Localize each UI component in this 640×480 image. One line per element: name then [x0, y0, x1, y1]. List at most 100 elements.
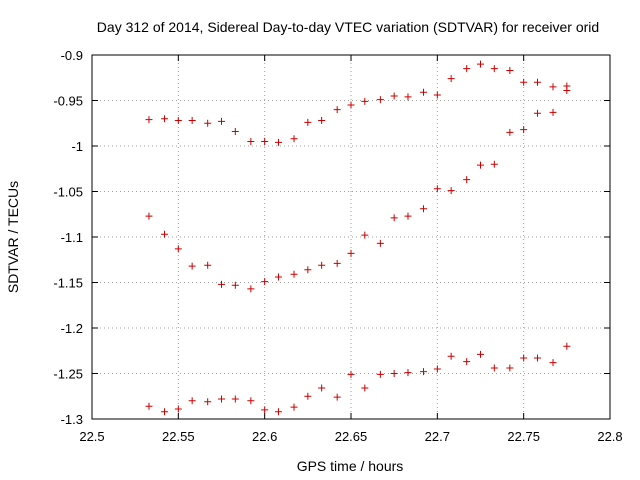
data-point-middle [549, 108, 557, 116]
data-point-middle [188, 262, 196, 270]
data-point-lower [161, 408, 169, 416]
data-point-upper [347, 101, 355, 109]
x-tick-label: 22.65 [335, 429, 368, 444]
chart-title: Day 312 of 2014, Sidereal Day-to-day VTE… [97, 19, 599, 35]
data-point-upper [145, 116, 153, 124]
data-point-lower [218, 395, 225, 403]
data-point-upper [188, 117, 196, 125]
data-point-upper [290, 135, 298, 143]
data-point-lower [376, 370, 384, 378]
data-point-lower [231, 395, 239, 403]
data-point-middle [420, 205, 428, 213]
data-point-middle [390, 214, 398, 222]
data-point-upper [318, 117, 326, 125]
data-point-upper [361, 97, 369, 105]
data-point-lower [477, 350, 484, 358]
data-points [145, 60, 571, 416]
x-axis: 22.5 22.55 22.6 22.65 22.7 22.75 22.8 [79, 55, 623, 444]
data-point-middle [361, 231, 369, 239]
data-point-upper [533, 78, 541, 86]
data-point-lower [404, 369, 412, 377]
data-point-lower [361, 384, 369, 392]
data-point-middle [376, 239, 384, 247]
data-point-lower [290, 403, 298, 411]
data-point-middle [274, 273, 282, 281]
data-point-upper [333, 106, 341, 114]
data-point-upper [304, 118, 312, 126]
data-point-lower [506, 364, 514, 372]
data-point-upper [218, 117, 225, 125]
data-point-lower [433, 365, 441, 373]
data-point-middle [404, 212, 412, 220]
data-point-middle [261, 278, 269, 286]
data-point-middle [290, 270, 298, 278]
data-point-upper [204, 119, 212, 127]
y-tick-label: -1.15 [53, 276, 83, 291]
data-point-middle [347, 249, 355, 257]
y-tick-label: -1.1 [61, 230, 83, 245]
data-point-upper [520, 78, 528, 86]
grid-lines [92, 55, 610, 419]
data-point-upper [247, 137, 255, 145]
data-point-upper [477, 60, 484, 68]
data-point-lower [304, 392, 312, 400]
data-point-upper [376, 96, 384, 104]
y-tick-label: -0.9 [61, 48, 83, 63]
x-tick-label: 22.7 [425, 429, 450, 444]
data-point-upper [231, 127, 239, 135]
y-axis-title: SDTVAR / TECUs [5, 181, 21, 293]
y-axis: -0.9 -0.95 -1 -1.05 -1.1 -1.15 -1.2 -1.25 -1.3 [53, 48, 610, 427]
data-point-middle [463, 176, 471, 184]
x-axis-title: GPS time / hours [297, 458, 404, 474]
data-point-upper [433, 91, 441, 99]
data-point-upper [404, 93, 412, 101]
data-point-middle [533, 109, 541, 117]
data-point-lower [533, 354, 541, 362]
data-point-lower [333, 393, 341, 401]
data-point-upper [463, 65, 471, 73]
data-point-middle [477, 161, 484, 169]
data-point-lower [390, 370, 398, 377]
data-point-upper [420, 88, 428, 96]
data-point-lower [563, 342, 571, 350]
data-point-lower [318, 384, 326, 392]
data-point-upper [161, 115, 169, 123]
data-point-lower [447, 352, 455, 360]
data-point-lower [174, 405, 182, 413]
data-point-lower [261, 406, 269, 414]
data-point-middle [247, 285, 255, 293]
x-tick-label: 22.55 [162, 429, 195, 444]
data-point-lower [520, 354, 528, 362]
data-point-upper [174, 117, 182, 125]
data-point-lower [420, 368, 428, 376]
data-point-middle [490, 160, 498, 168]
data-point-lower [274, 408, 282, 416]
data-point-middle [506, 128, 514, 136]
y-tick-label: -1.3 [61, 412, 83, 427]
data-point-upper [563, 86, 571, 94]
data-point-lower [490, 364, 498, 372]
data-point-middle [520, 126, 528, 134]
data-point-middle [161, 230, 169, 238]
data-point-lower [463, 358, 471, 366]
y-tick-label: -1.2 [61, 321, 83, 336]
data-point-upper [549, 83, 557, 91]
y-tick-label: -1.25 [53, 367, 83, 382]
y-tick-label: -0.95 [53, 94, 83, 109]
data-point-upper [261, 137, 269, 145]
data-point-middle [433, 185, 441, 193]
data-point-upper [490, 65, 498, 73]
data-point-lower [188, 397, 196, 405]
data-point-lower [347, 370, 355, 378]
data-point-middle [333, 259, 341, 267]
data-point-middle [447, 187, 455, 195]
y-tick-label: -1 [71, 139, 83, 154]
data-point-lower [247, 397, 255, 405]
data-point-middle [174, 245, 182, 253]
x-tick-label: 22.8 [597, 429, 622, 444]
data-point-middle [231, 281, 239, 289]
data-point-upper [390, 92, 398, 100]
data-point-upper [274, 138, 282, 146]
x-tick-label: 22.6 [252, 429, 277, 444]
